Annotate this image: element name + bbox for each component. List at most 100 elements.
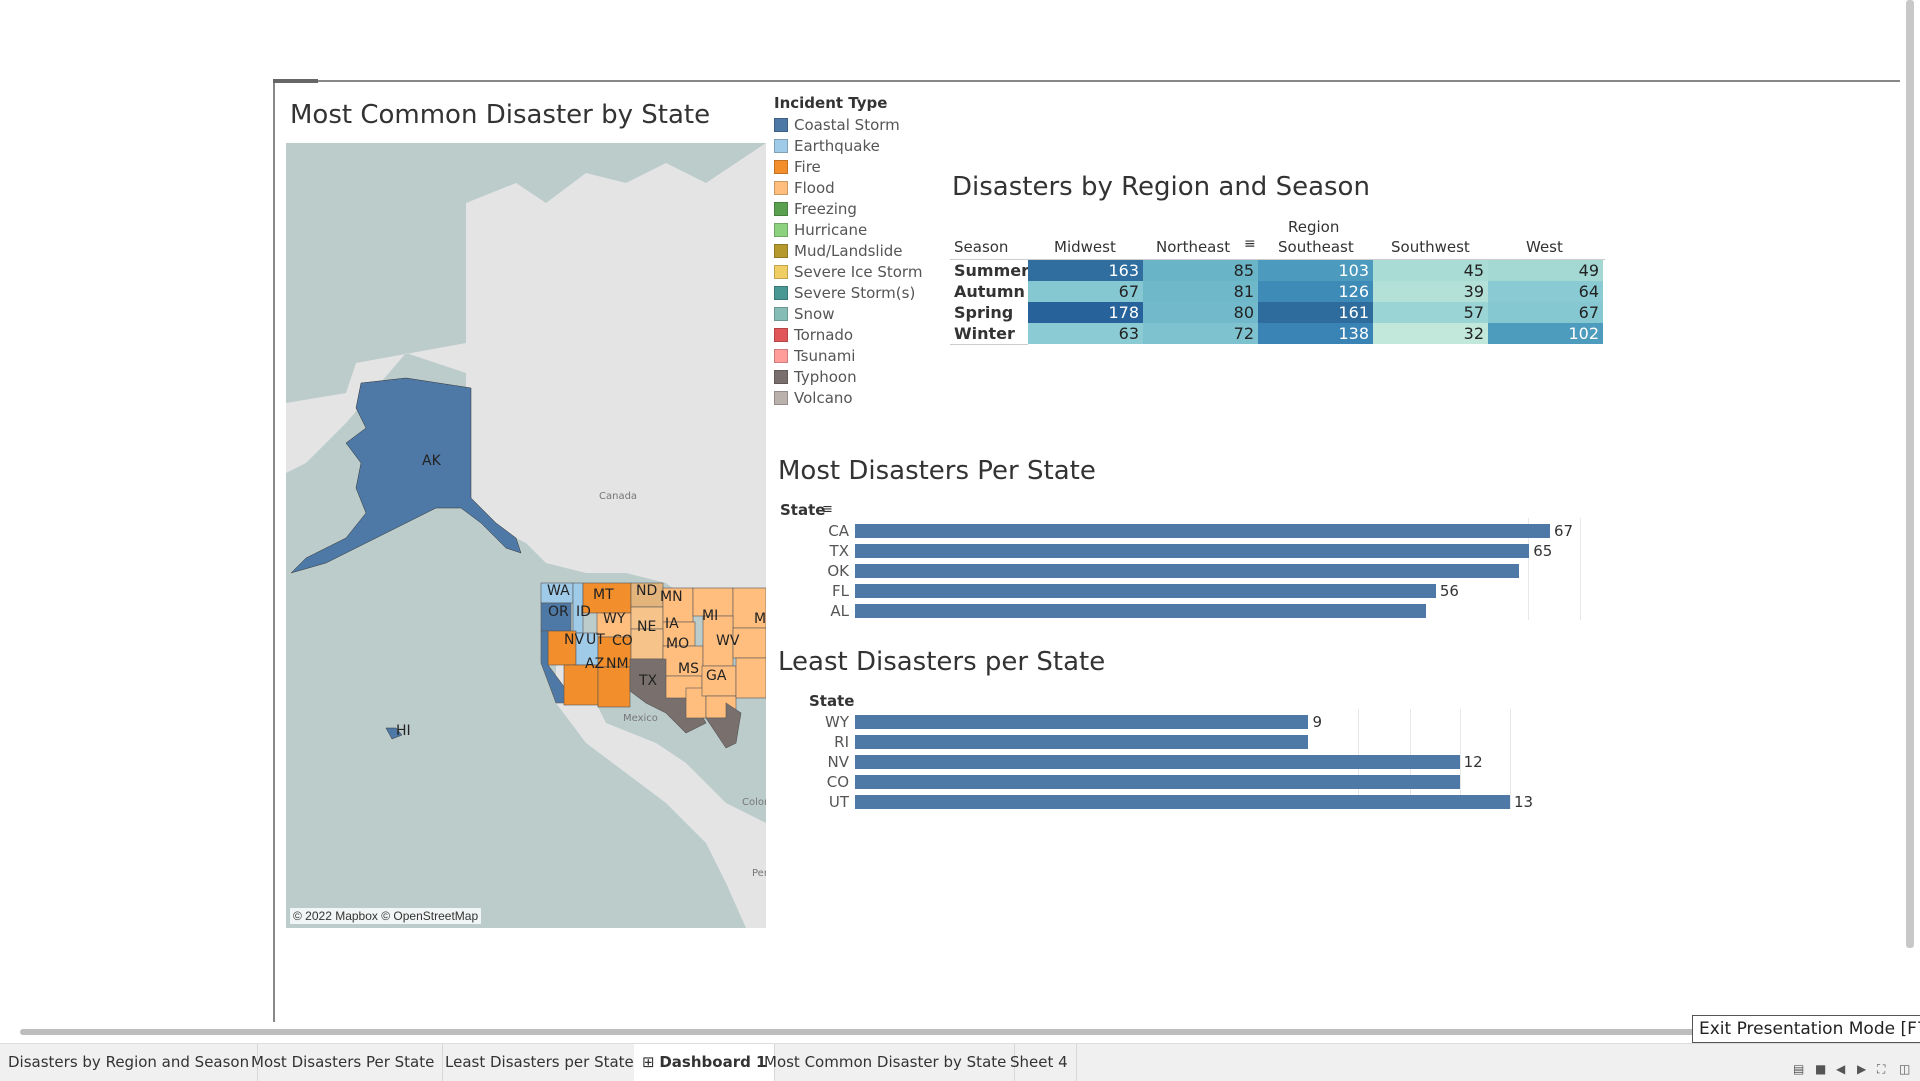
legend-item[interactable]: Volcano bbox=[774, 387, 922, 408]
legend-label: Mud/Landslide bbox=[794, 241, 903, 260]
table-cell[interactable]: 80 bbox=[1143, 302, 1258, 323]
bar-value-label: 67 bbox=[1554, 522, 1574, 540]
table-cell[interactable]: 103 bbox=[1258, 260, 1373, 281]
state-label-mi: MI bbox=[702, 608, 719, 624]
legend-item[interactable]: Tsunami bbox=[774, 345, 922, 366]
gridline bbox=[1580, 518, 1581, 620]
map-attribution[interactable]: © 2022 Mapbox © OpenStreetMap bbox=[290, 908, 482, 924]
table-cell[interactable]: 178 bbox=[1028, 302, 1143, 323]
col-header-southeast: Southeast bbox=[1278, 238, 1354, 256]
bar[interactable] bbox=[855, 524, 1550, 538]
table-cell[interactable]: 81 bbox=[1143, 281, 1258, 302]
presentation-mode-tooltip: Exit Presentation Mode [F7] bbox=[1692, 1015, 1920, 1043]
sheet-tab-label: Dashboard 1 bbox=[659, 1053, 767, 1071]
bar-value-label: 12 bbox=[1463, 753, 1483, 771]
sort-icon[interactable]: ≡ bbox=[822, 502, 833, 517]
next-sheet-icon[interactable]: ▶ bbox=[1857, 1062, 1867, 1076]
state-label-az: AZ bbox=[585, 656, 605, 672]
table-cell[interactable]: 138 bbox=[1258, 323, 1373, 344]
table-bottom-line bbox=[950, 344, 1028, 345]
vertical-scrollbar[interactable] bbox=[1906, 0, 1914, 948]
disaster-map[interactable]: Canada Mexico Colom Peru AK HI WA OR ID … bbox=[286, 143, 766, 928]
sheet-tab[interactable]: Most Disasters Per State bbox=[243, 1044, 444, 1081]
table-cell[interactable]: 67 bbox=[1028, 281, 1143, 302]
state-label-tx: TX bbox=[639, 673, 658, 689]
fullscreen-icon[interactable]: ⛶ bbox=[1877, 1062, 1886, 1076]
legend-item[interactable]: Flood bbox=[774, 177, 922, 198]
state-label-co: CO bbox=[612, 633, 633, 649]
season-label: Spring bbox=[954, 303, 1014, 322]
legend-item[interactable]: Coastal Storm bbox=[774, 114, 922, 135]
table-cell[interactable]: 85 bbox=[1143, 260, 1258, 281]
legend-swatch bbox=[774, 348, 788, 363]
peru-label: Peru bbox=[752, 868, 766, 879]
table-cell[interactable]: 63 bbox=[1028, 323, 1143, 344]
bar[interactable] bbox=[855, 584, 1436, 598]
state-label-ia: IA bbox=[665, 616, 679, 632]
region-header: Region bbox=[1288, 218, 1340, 236]
sheet-tab[interactable]: Disasters by Region and Season bbox=[0, 1044, 259, 1081]
state-label-or: OR bbox=[548, 604, 569, 620]
state-label-ms: MS bbox=[678, 661, 699, 677]
legend-item[interactable]: Mud/Landslide bbox=[774, 240, 922, 261]
legend-item[interactable]: Tornado bbox=[774, 324, 922, 345]
legend-swatch bbox=[774, 369, 788, 384]
bar-category-label: FL bbox=[832, 582, 849, 600]
legend-label: Flood bbox=[794, 178, 835, 197]
bar[interactable] bbox=[855, 795, 1510, 809]
table-cell[interactable]: 163 bbox=[1028, 260, 1143, 281]
horizontal-scrollbar[interactable] bbox=[20, 1029, 1900, 1035]
legend-title: Incident Type bbox=[774, 94, 888, 112]
table-cell[interactable]: 45 bbox=[1373, 260, 1488, 281]
legend-item[interactable]: Snow bbox=[774, 303, 922, 324]
table-cell[interactable]: 67 bbox=[1488, 302, 1603, 323]
bar[interactable] bbox=[855, 755, 1460, 769]
sheet-tab-bar: Disasters by Region and Season Most Disas… bbox=[0, 1043, 1920, 1081]
incident-type-legend: Incident Type Coastal Storm Earthquake Fir… bbox=[774, 94, 922, 408]
table-cell[interactable]: 49 bbox=[1488, 260, 1603, 281]
legend-swatch bbox=[774, 222, 788, 237]
table-cell[interactable]: 72 bbox=[1143, 323, 1258, 344]
state-label-ga: GA bbox=[706, 668, 727, 684]
legend-item[interactable]: Severe Ice Storm bbox=[774, 261, 922, 282]
bar[interactable] bbox=[855, 604, 1426, 618]
bar-value-label: 13 bbox=[1514, 793, 1534, 811]
bar[interactable] bbox=[855, 735, 1309, 749]
table-cell[interactable]: 161 bbox=[1258, 302, 1373, 323]
table-cell[interactable]: 102 bbox=[1488, 323, 1603, 344]
bar[interactable] bbox=[855, 715, 1309, 729]
legend-label: Tornado bbox=[794, 325, 854, 344]
legend-item[interactable]: Severe Storm(s) bbox=[774, 282, 922, 303]
sheet-tab-label: Disasters by Region and Season bbox=[8, 1053, 250, 1071]
legend-item[interactable]: Earthquake bbox=[774, 135, 922, 156]
bar[interactable] bbox=[855, 564, 1519, 578]
legend-item[interactable]: Fire bbox=[774, 156, 922, 177]
legend-item[interactable]: Freezing bbox=[774, 198, 922, 219]
sheet-tab[interactable]: Most Common Disaster by State bbox=[756, 1044, 1016, 1081]
least-disasters-axis-label: State bbox=[809, 692, 855, 710]
table-cell[interactable]: 39 bbox=[1373, 281, 1488, 302]
legend-item[interactable]: Hurricane bbox=[774, 219, 922, 240]
table-cell[interactable]: 32 bbox=[1373, 323, 1488, 344]
sort-icon[interactable]: ≡ bbox=[1244, 236, 1256, 252]
solid-view-icon[interactable]: ■ bbox=[1815, 1062, 1827, 1076]
grid-view-icon[interactable]: ▤ bbox=[1793, 1062, 1805, 1076]
sheet-tab[interactable]: Least Disasters per State bbox=[437, 1044, 643, 1081]
presentation-mode-icon[interactable]: ◫ bbox=[1899, 1062, 1911, 1076]
gridline bbox=[1460, 709, 1461, 809]
legend-item[interactable]: Typhoon bbox=[774, 366, 922, 387]
bar-value-label: 56 bbox=[1439, 582, 1459, 600]
sheet-tab[interactable]: ⊞ Dashboard 1 bbox=[634, 1044, 776, 1081]
bar[interactable] bbox=[855, 544, 1530, 558]
table-cell[interactable]: 64 bbox=[1488, 281, 1603, 302]
bar[interactable] bbox=[855, 775, 1460, 789]
most-disasters-axis-label: State bbox=[780, 501, 826, 519]
previous-sheet-icon[interactable]: ◀ bbox=[1836, 1062, 1846, 1076]
sheet-tab[interactable]: Sheet 4 bbox=[1002, 1044, 1077, 1081]
state-label-mo: MO bbox=[666, 636, 690, 652]
legend-swatch bbox=[774, 201, 788, 216]
table-cell[interactable]: 126 bbox=[1258, 281, 1373, 302]
dashboard-corner bbox=[273, 79, 318, 83]
table-cell[interactable]: 57 bbox=[1373, 302, 1488, 323]
legend-swatch bbox=[774, 180, 788, 195]
